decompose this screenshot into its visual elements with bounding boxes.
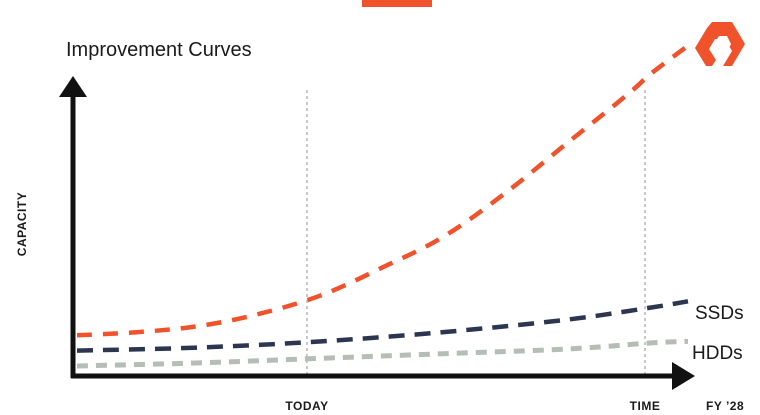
- x-axis-arrow: [672, 362, 695, 390]
- x-marker-today: TODAY: [285, 399, 328, 413]
- chart-title: Improvement Curves: [66, 39, 252, 61]
- y-axis-arrow: [59, 76, 87, 97]
- series-label-hdds: HDDs: [692, 343, 743, 364]
- pure-storage-logo-icon: [695, 22, 745, 66]
- x-marker-fy28: FY ’28: [706, 399, 744, 413]
- series-layer: [76, 43, 690, 369]
- series-line-primary: [76, 43, 690, 338]
- y-axis-label: CAPACITY: [15, 192, 29, 256]
- top-accent-bar: [362, 0, 432, 7]
- series-line-hdds: [76, 338, 689, 369]
- series-label-ssds: SSDs: [695, 303, 744, 324]
- x-marker-time: TIME: [630, 399, 661, 413]
- series-line-ssds: [76, 299, 689, 353]
